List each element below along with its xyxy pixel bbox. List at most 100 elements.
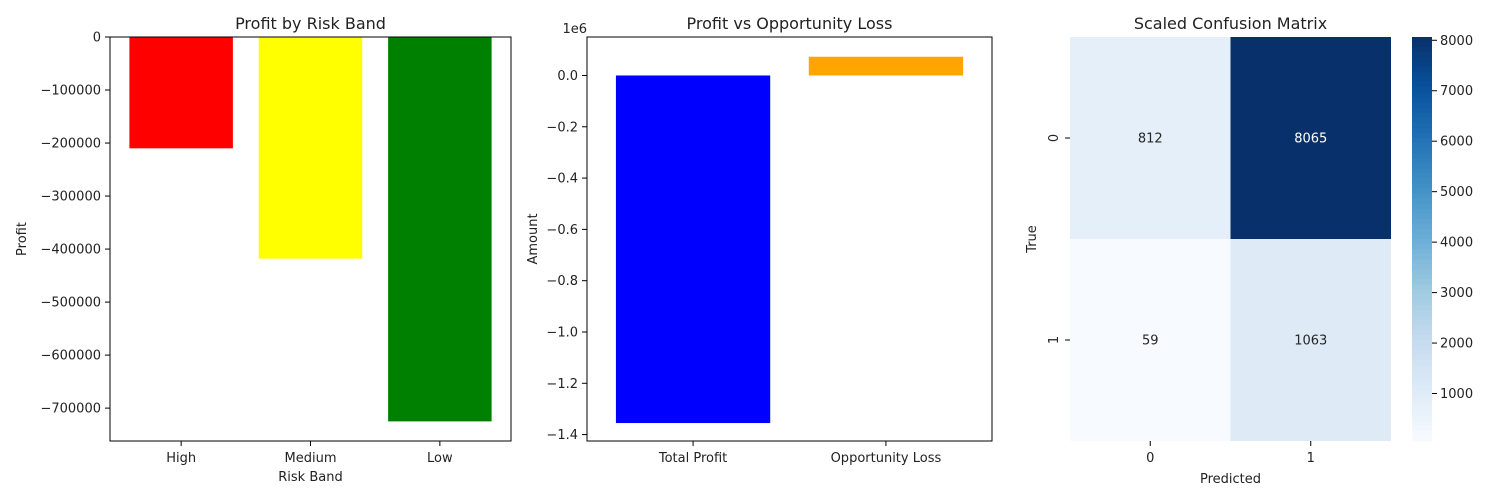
- y-tick-label: −0.2: [546, 120, 578, 135]
- y-tick-label: −200000: [40, 137, 101, 152]
- x-tick-label: High: [166, 451, 196, 466]
- heatmap-cell-label: 59: [1142, 334, 1159, 349]
- x-axis-label: Predicted: [1200, 472, 1261, 487]
- plot-frame: [109, 36, 512, 442]
- chart-panel-3: 812 8065 59 1063 0 1 0 1 Scaled Confusion Matrix…: [1025, 14, 1473, 487]
- bar-low: [388, 37, 492, 422]
- x-tick-label: 0: [1146, 451, 1154, 466]
- colorbar-segment: [1412, 334, 1432, 341]
- colorbar-segment: [1412, 82, 1432, 89]
- x-tick-label: Total Profit: [658, 451, 727, 466]
- colorbar-segment: [1412, 153, 1432, 159]
- heatmap-cell-1-1: [1230, 239, 1391, 441]
- y-tick-label: −700000: [40, 402, 101, 417]
- chart-title: Profit by Risk Band: [235, 14, 386, 33]
- y-tick-label: −400000: [40, 243, 101, 258]
- colorbar-segment: [1412, 77, 1432, 84]
- colorbar-segment: [1412, 274, 1432, 280]
- x-tick-label: Low: [427, 451, 453, 466]
- colorbar-segment: [1412, 208, 1432, 215]
- y-tick-label: 0: [1047, 134, 1062, 142]
- colorbar-segment: [1412, 360, 1432, 366]
- colorbar-segment: [1412, 132, 1432, 139]
- colorbar-segment: [1412, 289, 1432, 296]
- colorbar-segment: [1412, 345, 1432, 351]
- colorbar-segment: [1412, 42, 1432, 48]
- colorbar-segment: [1412, 62, 1432, 68]
- y-tick-label: −0.8: [546, 274, 578, 289]
- colorbar-segment: [1412, 57, 1432, 63]
- plot-frame: [586, 36, 993, 442]
- y-tick-label: −600000: [40, 349, 101, 364]
- colorbar-segment: [1412, 198, 1432, 205]
- heatmap-cell-1-0: [1070, 239, 1231, 441]
- colorbar-segment: [1412, 148, 1432, 154]
- heatmap-cell-0-1: [1230, 37, 1391, 239]
- colorbar-segment: [1412, 370, 1432, 376]
- colorbar-segment: [1412, 410, 1432, 417]
- chart-panel-1: High Medium Low 0 −100000 −200000 −300000 −4000…: [15, 14, 512, 485]
- colorbar-segment: [1412, 430, 1432, 437]
- colorbar-tick-label: 5000: [1440, 185, 1473, 200]
- colorbar-segment: [1412, 420, 1432, 427]
- colorbar-segment: [1412, 97, 1432, 104]
- colorbar-segment: [1412, 314, 1432, 321]
- colorbar-segment: [1412, 37, 1432, 43]
- colorbar-segment: [1412, 107, 1432, 114]
- colorbar: 1000 2000 3000 4000 5000 6000 7000 8000: [1412, 34, 1473, 442]
- y-tick-label: −0.4: [546, 172, 578, 187]
- colorbar-tick-label: 1000: [1440, 387, 1473, 402]
- colorbar-segment: [1412, 400, 1432, 407]
- colorbar-segment: [1412, 294, 1432, 301]
- bar-high: [129, 37, 233, 149]
- bar-medium: [258, 37, 363, 259]
- colorbar-segment: [1412, 72, 1432, 78]
- colorbar-segment: [1412, 52, 1432, 58]
- y-tick-label: −300000: [40, 190, 101, 205]
- colorbar-segment: [1412, 299, 1432, 306]
- colorbar-segment: [1412, 340, 1432, 346]
- y-tick-label: 1: [1047, 336, 1062, 344]
- colorbar-segment: [1412, 279, 1432, 286]
- heatmap-cell-label: 8065: [1294, 132, 1327, 147]
- colorbar-segment: [1412, 203, 1432, 210]
- colorbar-segment: [1412, 264, 1432, 270]
- colorbar-segment: [1412, 309, 1432, 316]
- y-tick-label: −1.2: [546, 377, 578, 392]
- colorbar-segment: [1412, 405, 1432, 412]
- colorbar-segment: [1412, 102, 1432, 109]
- colorbar-segment: [1412, 355, 1432, 361]
- colorbar-segment: [1412, 350, 1432, 356]
- colorbar-segment: [1412, 163, 1432, 169]
- colorbar-tick-label: 3000: [1440, 286, 1473, 301]
- colorbar-segment: [1412, 395, 1432, 402]
- colorbar-segment: [1412, 324, 1432, 331]
- colorbar-segment: [1412, 188, 1432, 195]
- colorbar-segment: [1412, 213, 1432, 220]
- colorbar-segment: [1412, 112, 1432, 119]
- colorbar-segment: [1412, 365, 1432, 371]
- colorbar-segment: [1412, 183, 1432, 190]
- colorbar-tick-label: 2000: [1440, 337, 1473, 352]
- colorbar-segment: [1412, 244, 1432, 250]
- y-tick-label: −1.4: [546, 428, 578, 443]
- colorbar-segment: [1412, 228, 1432, 235]
- y-axis-label: Profit: [15, 222, 30, 256]
- colorbar-segment: [1412, 47, 1432, 53]
- colorbar-segment: [1412, 138, 1432, 144]
- colorbar-segment: [1412, 249, 1432, 255]
- colorbar-segment: [1412, 284, 1432, 291]
- chart-panel-2: Total Profit Opportunity Loss 0.0 −0.2 −0.4 −…: [526, 14, 993, 466]
- colorbar-segment: [1412, 178, 1432, 185]
- bar-total-profit: [615, 75, 771, 424]
- x-axis-label: Risk Band: [278, 470, 342, 485]
- heatmap-cell-label: 812: [1138, 132, 1163, 147]
- colorbar-segment: [1412, 435, 1432, 442]
- colorbar-segment: [1412, 239, 1432, 245]
- colorbar-segment: [1412, 218, 1432, 225]
- colorbar-segment: [1412, 92, 1432, 99]
- chart-title: Profit vs Opportunity Loss: [687, 14, 893, 33]
- colorbar-tick-label: 8000: [1440, 34, 1473, 49]
- colorbar-tick-label: 4000: [1440, 236, 1473, 251]
